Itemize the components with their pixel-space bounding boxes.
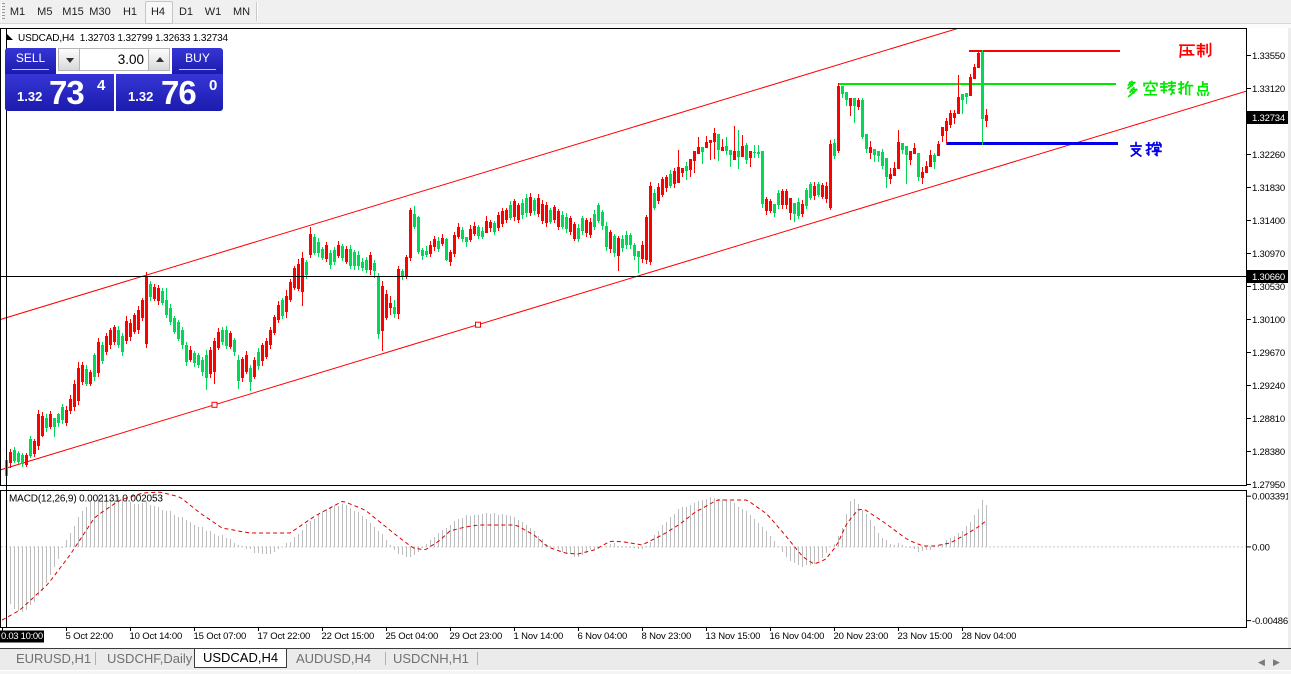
svg-text:1.29240: 1.29240 (1252, 381, 1285, 392)
svg-text:1.30970: 1.30970 (1252, 249, 1285, 260)
svg-text:1.30660: 1.30660 (1252, 272, 1285, 283)
svg-text:USDCAD,H4 1.32703 1.32799 1.3: USDCAD,H4 1.32703 1.32799 1.32633 1.3273… (18, 33, 229, 44)
svg-text:0.003391: 0.003391 (1252, 492, 1290, 503)
svg-text:13 Nov 15:00: 13 Nov 15:00 (706, 631, 761, 642)
svg-text:1.28380: 1.28380 (1252, 447, 1285, 458)
svg-text:1.31830: 1.31830 (1252, 183, 1285, 194)
svg-text:1.28810: 1.28810 (1252, 414, 1285, 425)
svg-text:1.32734: 1.32734 (1252, 113, 1285, 124)
svg-text:1.33550: 1.33550 (1252, 51, 1285, 62)
svg-text:6 Nov 04:00: 6 Nov 04:00 (578, 631, 628, 642)
svg-text:15 Oct 07:00: 15 Oct 07:00 (194, 631, 247, 642)
svg-text:17 Oct 22:00: 17 Oct 22:00 (258, 631, 311, 642)
svg-text:1.29670: 1.29670 (1252, 348, 1285, 359)
svg-text:10 Oct 14:00: 10 Oct 14:00 (130, 631, 183, 642)
svg-text:28 Nov 04:00: 28 Nov 04:00 (962, 631, 1017, 642)
svg-text:22 Oct 15:00: 22 Oct 15:00 (322, 631, 375, 642)
svg-text:8 Nov 23:00: 8 Nov 23:00 (642, 631, 692, 642)
svg-text:1.31400: 1.31400 (1252, 216, 1285, 227)
svg-text:1.27950: 1.27950 (1252, 480, 1285, 491)
svg-text:MACD(12,26,9) 0.002131 0.00205: MACD(12,26,9) 0.002131 0.002053 (9, 494, 163, 505)
svg-text:1.30530: 1.30530 (1252, 282, 1285, 293)
svg-text:25 Oct 04:00: 25 Oct 04:00 (386, 631, 439, 642)
svg-text:1.33120: 1.33120 (1252, 84, 1285, 95)
svg-text:0.03 10:00: 0.03 10:00 (1, 631, 43, 642)
svg-text:5 Oct 22:00: 5 Oct 22:00 (66, 631, 113, 642)
svg-text:16 Nov 04:00: 16 Nov 04:00 (770, 631, 825, 642)
svg-text:0.00: 0.00 (1252, 542, 1270, 553)
svg-text:1.32260: 1.32260 (1252, 150, 1285, 161)
svg-text:1.30100: 1.30100 (1252, 315, 1285, 326)
svg-text:29 Oct 23:00: 29 Oct 23:00 (450, 631, 503, 642)
svg-text:1 Nov 14:00: 1 Nov 14:00 (514, 631, 564, 642)
svg-text:23 Nov 15:00: 23 Nov 15:00 (898, 631, 953, 642)
svg-text:20 Nov 23:00: 20 Nov 23:00 (834, 631, 889, 642)
svg-text:-0.004862: -0.004862 (1252, 616, 1291, 627)
